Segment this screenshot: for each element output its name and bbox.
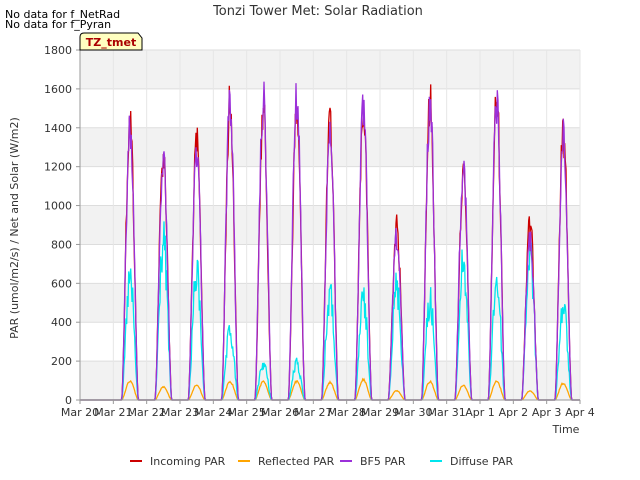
x-tick-label: Mar 30 (394, 406, 432, 419)
x-tick-label: Apr 3 (532, 406, 562, 419)
legend: Incoming PAR Reflected PAR BF5 PAR Diffuse … (130, 455, 514, 468)
x-tick-label: Mar 24 (194, 406, 232, 419)
y-tick-label: 0 (65, 394, 72, 407)
series-line-reflected-par (80, 377, 580, 401)
no-data-note-netrad: No data for f_NetRad (5, 8, 121, 21)
y-axis-label: PAR (umol/m2/s) / Net and Solar (W/m2) (8, 117, 21, 339)
y-tick-label: 1000 (44, 200, 72, 213)
x-axis-label: Time (552, 423, 580, 436)
x-tick-label: Mar 22 (128, 406, 166, 419)
x-tick-label: Mar 25 (228, 406, 266, 419)
chart-title: Tonzi Tower Met: Solar Radiation (212, 4, 423, 19)
x-tick-label: Mar 27 (294, 406, 332, 419)
x-tick-label: Mar 31 (428, 406, 466, 419)
x-tick-label: Mar 20 (61, 406, 99, 419)
legend-label: Reflected PAR (258, 455, 335, 468)
y-tick-label: 200 (51, 355, 72, 368)
grid-band (80, 283, 580, 323)
x-tick-label: Mar 26 (261, 406, 299, 419)
y-tick-label: 400 (51, 316, 72, 329)
x-tick-label: Mar 29 (361, 406, 399, 419)
tz-label: TZ_tmet (86, 36, 136, 49)
x-tick-label: Apr 1 (465, 406, 495, 419)
grid-band (80, 205, 580, 245)
legend-label: Incoming PAR (150, 455, 226, 468)
no-data-note-pyran: No data for f_Pyran (5, 18, 112, 31)
x-tick-label: Apr 2 (499, 406, 529, 419)
x-tick-label: Mar 28 (328, 406, 366, 419)
legend-label: BF5 PAR (360, 455, 406, 468)
series-line-bf5-par (80, 81, 580, 401)
y-tick-label: 1600 (44, 83, 72, 96)
grid-band (80, 50, 580, 89)
y-tick-label: 600 (51, 277, 72, 290)
y-tick-label: 1200 (44, 161, 72, 174)
legend-label: Diffuse PAR (450, 455, 514, 468)
y-tick-label: 1400 (44, 122, 72, 135)
x-tick-label: Mar 21 (94, 406, 132, 419)
y-tick-label: 1800 (44, 44, 72, 57)
x-tick-label: Mar 23 (161, 406, 199, 419)
x-tick-label: Apr 4 (565, 406, 595, 419)
y-tick-label: 800 (51, 238, 72, 251)
tz-badge: TZ_tmet (79, 32, 143, 51)
series-line-diffuse-par (80, 221, 580, 401)
